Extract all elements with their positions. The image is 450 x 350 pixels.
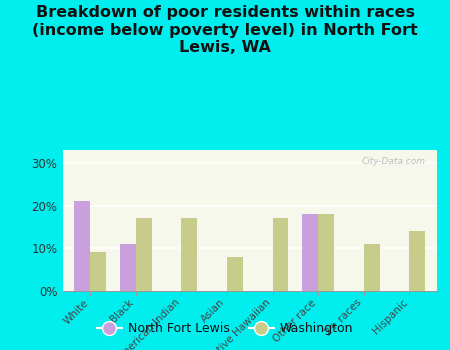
Bar (90, 252, 106, 290)
Bar (409, 231, 425, 290)
Bar (74, 201, 90, 290)
Bar (181, 218, 198, 290)
Bar (273, 218, 288, 290)
Bar (120, 244, 136, 290)
Text: City-Data.com: City-Data.com (361, 158, 425, 167)
Bar (227, 257, 243, 290)
Bar (136, 218, 152, 290)
Text: Breakdown of poor residents within races
(income below poverty level) in North F: Breakdown of poor residents within races… (32, 5, 418, 55)
Bar (302, 214, 318, 290)
Bar (364, 244, 379, 290)
Legend: North Fort Lewis, Washington: North Fort Lewis, Washington (92, 317, 358, 340)
Bar (318, 214, 334, 290)
